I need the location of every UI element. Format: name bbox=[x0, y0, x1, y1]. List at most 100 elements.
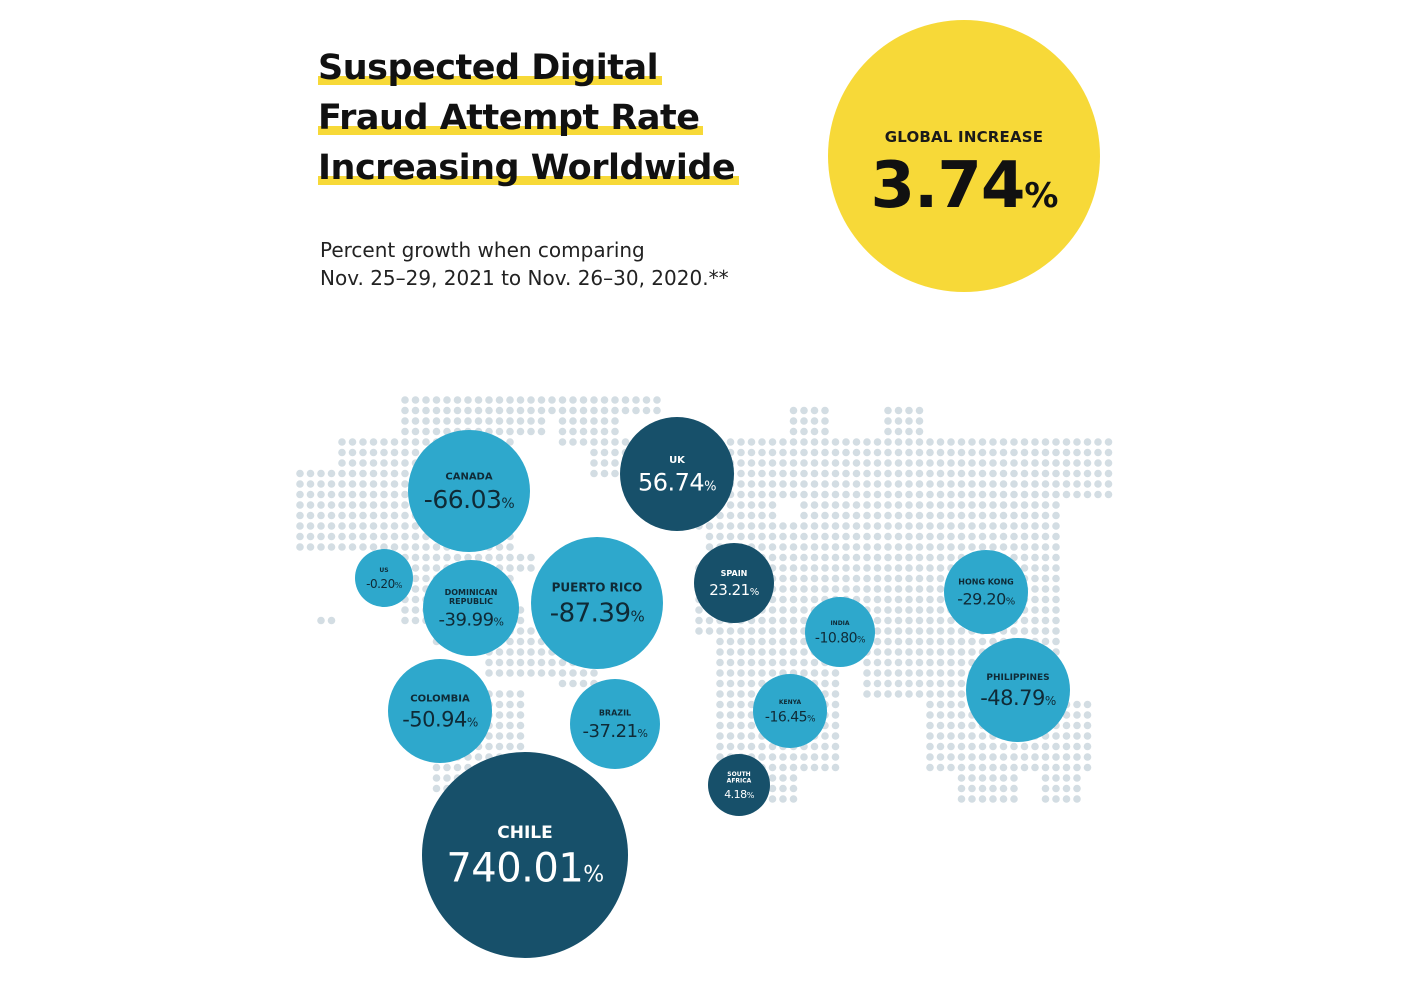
map-dot bbox=[957, 627, 966, 635]
map-dot bbox=[296, 501, 304, 509]
map-dot bbox=[842, 438, 850, 446]
map-dot bbox=[726, 658, 735, 667]
map-dot bbox=[369, 522, 378, 530]
map-dot bbox=[800, 511, 808, 520]
map-dot bbox=[915, 690, 924, 698]
map-dot bbox=[789, 448, 798, 457]
map-dot bbox=[726, 648, 735, 656]
map-dot bbox=[537, 417, 546, 425]
map-dot bbox=[1062, 795, 1071, 803]
value-label: -39.99% bbox=[439, 610, 504, 631]
map-dot bbox=[737, 438, 745, 446]
map-dot bbox=[821, 417, 829, 425]
map-dot bbox=[1020, 616, 1029, 625]
map-dot bbox=[1010, 511, 1018, 520]
map-dot bbox=[1031, 480, 1039, 488]
value-label: 4.18% bbox=[724, 788, 755, 801]
map-dot bbox=[338, 459, 346, 467]
map-dot bbox=[1031, 574, 1039, 583]
map-dot bbox=[1052, 574, 1060, 583]
map-dot bbox=[863, 532, 871, 541]
map-dot bbox=[1083, 700, 1092, 709]
bubble-circle bbox=[570, 679, 660, 769]
map-dot bbox=[894, 417, 903, 425]
map-dot bbox=[947, 438, 955, 446]
map-dot bbox=[1052, 501, 1060, 509]
map-dot bbox=[779, 574, 787, 583]
map-dot bbox=[905, 417, 913, 425]
map-dot bbox=[768, 553, 777, 562]
map-dot bbox=[852, 448, 861, 457]
map-dot bbox=[989, 637, 997, 646]
map-dot bbox=[810, 438, 819, 446]
map-dot bbox=[716, 721, 724, 730]
map-dot bbox=[873, 690, 882, 698]
country-label: CANADA bbox=[445, 472, 492, 483]
subtitle-line: Percent growth when comparing bbox=[320, 238, 645, 262]
map-dot bbox=[705, 532, 714, 541]
map-dot bbox=[296, 469, 304, 478]
map-dot bbox=[863, 522, 871, 530]
map-dot bbox=[779, 469, 787, 478]
map-dot bbox=[915, 648, 924, 656]
map-dot bbox=[905, 532, 913, 541]
map-dot bbox=[716, 522, 724, 530]
map-dot bbox=[926, 469, 934, 478]
map-dot bbox=[789, 648, 798, 656]
map-dot bbox=[779, 480, 787, 488]
map-dot bbox=[884, 469, 892, 478]
map-dot bbox=[852, 574, 861, 583]
map-dot bbox=[915, 438, 924, 446]
map-dot bbox=[1083, 721, 1092, 730]
bubble-canada: CANADA -66.03% bbox=[408, 430, 530, 552]
map-dot bbox=[968, 448, 976, 457]
title-line: Increasing Worldwide bbox=[318, 146, 740, 196]
map-dot bbox=[411, 616, 420, 625]
map-dot bbox=[695, 616, 703, 625]
map-dot bbox=[915, 522, 924, 530]
map-dot bbox=[705, 522, 714, 530]
map-dot bbox=[926, 606, 934, 614]
map-dot bbox=[516, 553, 525, 562]
map-dot bbox=[947, 543, 955, 551]
map-dot bbox=[884, 595, 892, 604]
map-dot bbox=[789, 522, 798, 530]
map-dot bbox=[894, 637, 903, 646]
map-dot bbox=[810, 574, 819, 583]
map-dot bbox=[548, 669, 556, 677]
map-dot bbox=[873, 448, 882, 457]
map-dot bbox=[516, 396, 525, 404]
map-dot bbox=[495, 427, 504, 436]
map-dot bbox=[348, 490, 357, 499]
map-dot bbox=[1083, 711, 1092, 719]
map-dot bbox=[831, 690, 840, 698]
title-line: Fraud Attempt Rate bbox=[318, 96, 704, 146]
map-dot bbox=[726, 627, 735, 635]
map-dot bbox=[915, 553, 924, 562]
map-dot bbox=[516, 564, 525, 572]
map-dot bbox=[422, 438, 430, 446]
map-dot bbox=[842, 532, 850, 541]
map-dot bbox=[905, 459, 913, 467]
map-dot bbox=[863, 553, 871, 562]
title-highlight bbox=[318, 126, 704, 135]
map-dot bbox=[926, 679, 934, 688]
map-dot bbox=[369, 469, 378, 478]
map-dot bbox=[915, 585, 924, 593]
map-dot bbox=[443, 763, 451, 772]
map-dot bbox=[863, 438, 871, 446]
map-dot bbox=[516, 616, 525, 625]
chart-subtitle: Percent growth when comparing Nov. 25–29… bbox=[320, 236, 729, 292]
map-dot bbox=[1073, 774, 1081, 782]
map-dot bbox=[852, 501, 861, 509]
map-dot bbox=[810, 448, 819, 457]
map-dot bbox=[516, 627, 525, 635]
map-dot bbox=[317, 532, 325, 541]
map-dot bbox=[516, 648, 525, 656]
map-dot bbox=[495, 553, 504, 562]
subtitle-line: Nov. 25–29, 2021 to Nov. 26–30, 2020.** bbox=[320, 266, 729, 290]
map-dot bbox=[338, 532, 346, 541]
map-dot bbox=[894, 585, 903, 593]
map-dot bbox=[327, 469, 336, 478]
map-dot bbox=[758, 522, 766, 530]
